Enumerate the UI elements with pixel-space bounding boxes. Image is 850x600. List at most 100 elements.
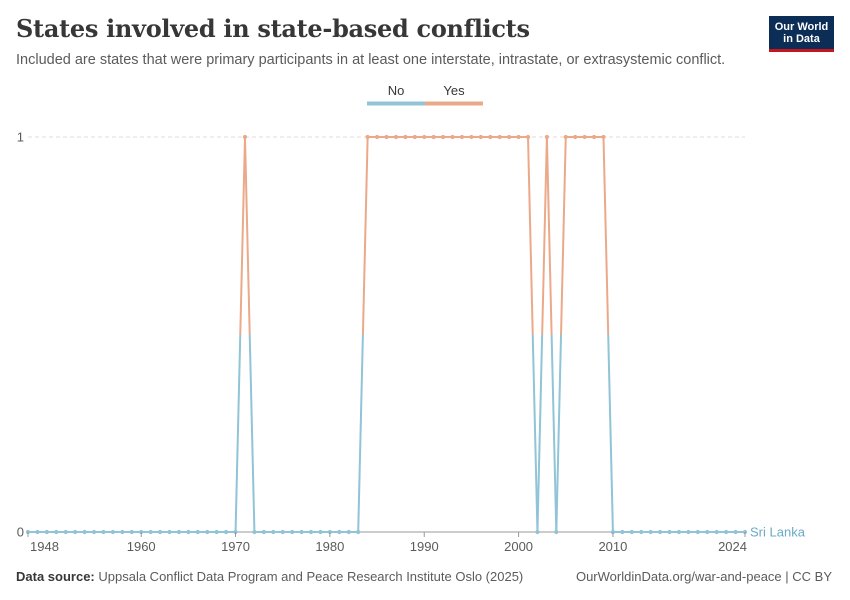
data-point-2021[interactable]	[714, 529, 719, 535]
data-point-1949[interactable]	[35, 529, 40, 535]
line-segment	[243, 136, 251, 335]
legend-swatch-yes[interactable]	[425, 101, 483, 106]
y-tick-label: 1	[17, 130, 24, 145]
data-point-1995[interactable]	[469, 134, 474, 140]
data-point-1966[interactable]	[195, 529, 200, 535]
data-point-2003[interactable]	[544, 134, 549, 140]
data-point-1956[interactable]	[101, 529, 106, 535]
data-point-2007[interactable]	[582, 134, 587, 140]
data-point-1994[interactable]	[459, 134, 465, 140]
data-point-1989[interactable]	[412, 134, 417, 140]
data-point-1990[interactable]	[422, 134, 427, 140]
data-point-2004[interactable]	[554, 529, 559, 535]
data-point-1997[interactable]	[488, 134, 493, 140]
data-point-2016[interactable]	[667, 529, 672, 535]
series-lines	[28, 136, 745, 533]
data-point-1986[interactable]	[384, 134, 389, 140]
chart-title: States involved in state-based conflicts	[16, 14, 530, 43]
data-point-2002[interactable]	[535, 529, 540, 535]
chart-subtitle: Included are states that were primary pa…	[16, 52, 726, 68]
data-point-1979[interactable]	[318, 529, 323, 535]
data-point-2018[interactable]	[686, 529, 691, 535]
data-point-2006[interactable]	[573, 134, 578, 140]
data-point-1977[interactable]	[299, 529, 304, 535]
data-point-1952[interactable]	[63, 529, 68, 535]
data-point-2020[interactable]	[705, 529, 710, 535]
data-point-1983[interactable]	[356, 529, 361, 535]
data-point-1969[interactable]	[224, 529, 229, 535]
legend-label-no[interactable]: No	[388, 83, 405, 98]
data-point-2011[interactable]	[620, 529, 625, 535]
data-point-1978[interactable]	[308, 529, 314, 535]
legend-swatch-no[interactable]	[367, 101, 425, 106]
data-point-1951[interactable]	[54, 529, 59, 535]
source-label: Data source:	[16, 569, 95, 584]
owid-logo[interactable]: Our World in Data	[769, 16, 834, 52]
data-point-1981[interactable]	[337, 529, 342, 535]
line-segment	[550, 334, 558, 533]
line-segment	[248, 334, 256, 533]
data-point-2012[interactable]	[629, 529, 634, 535]
data-point-2022[interactable]	[724, 529, 729, 535]
data-point-1958[interactable]	[120, 529, 125, 535]
data-point-1985[interactable]	[374, 134, 380, 140]
data-point-1992[interactable]	[441, 134, 446, 140]
data-point-2009[interactable]	[601, 134, 606, 140]
data-point-1950[interactable]	[44, 529, 49, 535]
data-point-1999[interactable]	[507, 134, 512, 140]
data-point-2017[interactable]	[676, 529, 682, 535]
data-point-1973[interactable]	[261, 529, 266, 535]
data-point-2001[interactable]	[525, 134, 531, 140]
data-point-1987[interactable]	[393, 134, 399, 140]
line-segment	[239, 136, 246, 335]
x-tick-label: 1980	[315, 539, 344, 554]
data-point-1953[interactable]	[73, 529, 78, 535]
x-tick-label: 1970	[221, 539, 250, 554]
data-point-1968[interactable]	[214, 529, 219, 535]
line-segment	[527, 136, 534, 335]
data-point-1955[interactable]	[91, 529, 97, 535]
data-point-1961[interactable]	[148, 529, 153, 535]
data-point-1964[interactable]	[176, 529, 182, 535]
data-point-1975[interactable]	[280, 529, 285, 535]
data-point-1976[interactable]	[290, 529, 295, 535]
line-segment	[234, 334, 242, 533]
data-point-1974[interactable]	[271, 529, 276, 535]
data-point-2019[interactable]	[695, 529, 700, 535]
line-segment	[531, 334, 539, 533]
data-point-1998[interactable]	[497, 134, 502, 140]
data-point-1971[interactable]	[242, 134, 248, 140]
data-point-1967[interactable]	[205, 529, 210, 535]
data-point-1954[interactable]	[82, 529, 87, 535]
data-point-2008[interactable]	[591, 134, 597, 140]
footer-license[interactable]: OurWorldinData.org/war-and-peace | CC BY	[575, 569, 832, 584]
data-point-2005[interactable]	[563, 134, 568, 140]
data-point-2014[interactable]	[648, 529, 653, 535]
data-point-2015[interactable]	[657, 529, 663, 535]
data-point-1965[interactable]	[186, 529, 191, 535]
data-point-2023[interactable]	[733, 529, 738, 535]
source-text[interactable]: Uppsala Conflict Data Program and Peace …	[98, 569, 524, 584]
line-segment	[536, 334, 544, 533]
data-point-1996[interactable]	[478, 134, 483, 140]
x-tick-label: 2000	[504, 539, 533, 554]
line-segment	[545, 136, 553, 335]
data-point-1993[interactable]	[450, 134, 455, 140]
data-point-1988[interactable]	[403, 134, 408, 140]
footer-source: Data source: Uppsala Conflict Data Progr…	[16, 569, 523, 584]
line-segment	[361, 136, 369, 335]
data-point-2013[interactable]	[639, 529, 644, 535]
data-point-1957[interactable]	[110, 529, 116, 535]
data-point-1984[interactable]	[365, 134, 370, 140]
data-point-1972[interactable]	[252, 529, 257, 535]
legend: No Yes	[367, 83, 483, 106]
data-point-1991[interactable]	[431, 134, 436, 140]
data-point-1959[interactable]	[129, 529, 134, 535]
data-point-1982[interactable]	[346, 529, 351, 535]
data-point-1963[interactable]	[167, 529, 172, 535]
legend-label-yes[interactable]: Yes	[443, 83, 465, 98]
entity-label-sri-lanka[interactable]: Sri Lanka	[750, 525, 806, 540]
data-point-1962[interactable]	[157, 529, 163, 535]
data-point-2000[interactable]	[516, 134, 521, 140]
